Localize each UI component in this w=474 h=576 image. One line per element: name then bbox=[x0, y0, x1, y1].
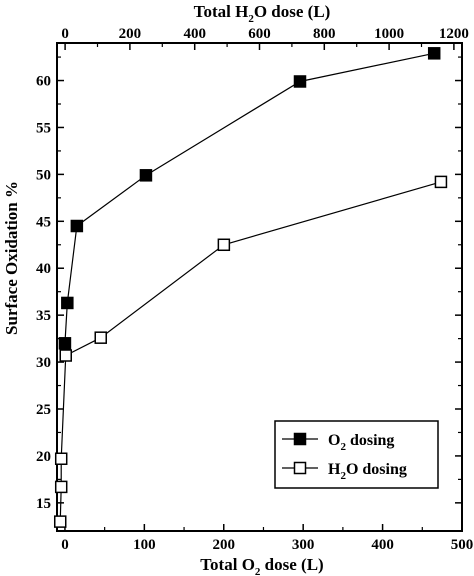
data-point-o2 bbox=[70, 219, 84, 233]
y-tick-label: 25 bbox=[36, 402, 51, 418]
legend-box bbox=[274, 420, 439, 489]
y-tick-label: 20 bbox=[36, 449, 51, 465]
bottom-axis-title: Total O2 dose (L) bbox=[200, 555, 323, 576]
legend-marker-h2o bbox=[293, 461, 307, 475]
y-axis-title: Surface Oxidation % bbox=[2, 181, 21, 335]
legend: O2 dosing H2O dosing bbox=[274, 420, 439, 489]
data-point-o2 bbox=[293, 75, 307, 88]
top-tick-label: 400 bbox=[183, 26, 206, 42]
y-tick-label: 50 bbox=[36, 167, 51, 183]
y-tick-label: 40 bbox=[36, 261, 51, 277]
legend-marker-o2 bbox=[293, 432, 307, 446]
bottom-tick-label: 500 bbox=[451, 537, 474, 553]
top-tick-label: 600 bbox=[248, 26, 271, 42]
data-point-h2o bbox=[54, 452, 68, 465]
data-point-o2 bbox=[61, 296, 74, 310]
top-tick-label: 200 bbox=[119, 26, 142, 42]
bottom-tick-label: 0 bbox=[61, 537, 69, 553]
top-tick-label: 1200 bbox=[439, 26, 469, 42]
top-tick-label: 800 bbox=[313, 26, 336, 42]
data-point-h2o bbox=[434, 175, 448, 189]
data-point-o2 bbox=[427, 47, 441, 60]
bottom-tick-label: 100 bbox=[133, 537, 156, 553]
y-tick-label: 45 bbox=[36, 214, 51, 230]
bottom-tick-label: 200 bbox=[213, 537, 236, 553]
bottom-tick-label: 300 bbox=[292, 537, 315, 553]
y-tick-label: 60 bbox=[36, 74, 51, 90]
series-layer bbox=[53, 47, 448, 528]
bottom-tick-label: 400 bbox=[371, 537, 394, 553]
data-point-h2o bbox=[59, 349, 72, 362]
data-point-h2o bbox=[53, 515, 67, 528]
y-tick-label: 15 bbox=[36, 496, 51, 512]
data-point-o2 bbox=[139, 169, 153, 182]
data-point-h2o bbox=[94, 331, 107, 344]
top-tick-label: 1000 bbox=[374, 26, 404, 42]
top-tick-label: 0 bbox=[61, 26, 69, 42]
data-point-h2o bbox=[54, 480, 68, 494]
data-point-h2o bbox=[217, 238, 231, 252]
y-tick-label: 30 bbox=[36, 355, 51, 371]
data-point-o2 bbox=[58, 337, 72, 350]
top-axis-title: Total H2O dose (L) bbox=[194, 2, 331, 25]
y-tick-label: 35 bbox=[36, 308, 51, 324]
legend-label-o2: O2 dosing bbox=[328, 432, 394, 453]
series-line-o2 bbox=[64, 52, 435, 344]
legend-label-h2o: H2O dosing bbox=[328, 461, 407, 482]
y-tick-label: 55 bbox=[36, 120, 51, 136]
ticks-layer: 0 100 200 300 400 500 0 200 400 600 800 1000 1200 15 2… bbox=[36, 26, 473, 553]
